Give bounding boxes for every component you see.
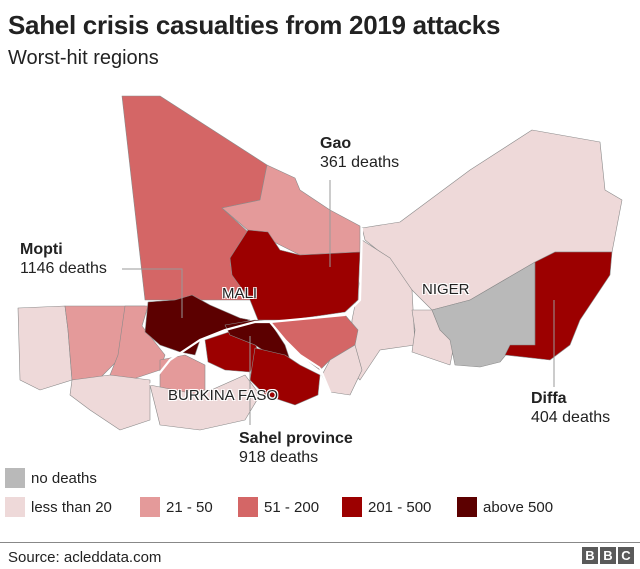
legend-less-than-20: less than 20: [5, 497, 112, 517]
region-mali-gao: [229, 229, 361, 321]
legend-201-500: 201 - 500: [342, 497, 431, 517]
region-niger-diffa: [504, 251, 613, 361]
callout-sahel-value: 918 deaths: [239, 449, 319, 466]
callout-sahel-name: Sahel province: [239, 430, 353, 447]
legend-label: no deaths: [31, 469, 97, 487]
legend-swatch: [5, 468, 25, 488]
country-label-burkina-faso: BURKINA FASO: [168, 387, 279, 404]
callout-gao-value: 361 deaths: [320, 154, 400, 171]
border-mali-niger: [269, 227, 364, 324]
callout-diffa-value: 404 deaths: [531, 409, 611, 426]
footer-divider: [0, 542, 640, 543]
legend-swatch: [238, 497, 258, 517]
region-burkina-centerlight: [149, 374, 261, 431]
callout-gao-name: Gao: [320, 135, 352, 152]
bbc-logo-b2: B: [600, 547, 616, 564]
legend-label: less than 20: [31, 498, 112, 516]
legend-swatch: [342, 497, 362, 517]
legend-swatch: [5, 497, 25, 517]
country-label-mali: MALI: [222, 285, 258, 302]
country-label-niger: NIGER: [422, 281, 470, 298]
border-burkina-niger: [317, 367, 332, 399]
callout-mopti-value: 1146 deaths: [20, 260, 107, 277]
leader-mopti: [122, 268, 183, 318]
legend-no-deaths: no deaths: [5, 468, 97, 488]
callout-mopti-name: Mopti: [20, 241, 63, 258]
bbc-logo-b1: B: [582, 547, 598, 564]
chart-subtitle: Worst-hit regions: [8, 47, 159, 69]
source-text: Source: acleddata.com: [8, 549, 162, 566]
legend-51-200: 51 - 200: [238, 497, 319, 517]
legend-swatch: [140, 497, 160, 517]
legend-label: 21 - 50: [166, 498, 213, 516]
bbc-logo: B B C: [582, 547, 634, 564]
chart-title: Sahel crisis casualties from 2019 attack…: [8, 10, 501, 40]
legend-label: 201 - 500: [368, 498, 432, 516]
bbc-logo-c: C: [618, 547, 634, 564]
callout-diffa: Diffa 404 deaths: [531, 389, 610, 427]
legend-21-50: 21 - 50: [140, 497, 213, 517]
region-mali-kayes: [17, 305, 73, 391]
region-burkina-west: [69, 374, 151, 431]
legend-label: 51 - 200: [264, 498, 320, 516]
callout-sahel-province: Sahel province 918 deaths: [239, 429, 353, 467]
border-mali-burkina: [149, 320, 321, 386]
legend-label: above 500: [483, 498, 554, 516]
callout-mopti: Mopti 1146 deaths: [20, 240, 107, 278]
legend-swatch: [457, 497, 477, 517]
region-burkina-east: [249, 347, 321, 406]
callout-gao: Gao 361 deaths: [320, 134, 399, 172]
callout-diffa-name: Diffa: [531, 390, 567, 407]
legend-above-500: above 500: [457, 497, 553, 517]
region-niger-zinder: [431, 261, 536, 368]
